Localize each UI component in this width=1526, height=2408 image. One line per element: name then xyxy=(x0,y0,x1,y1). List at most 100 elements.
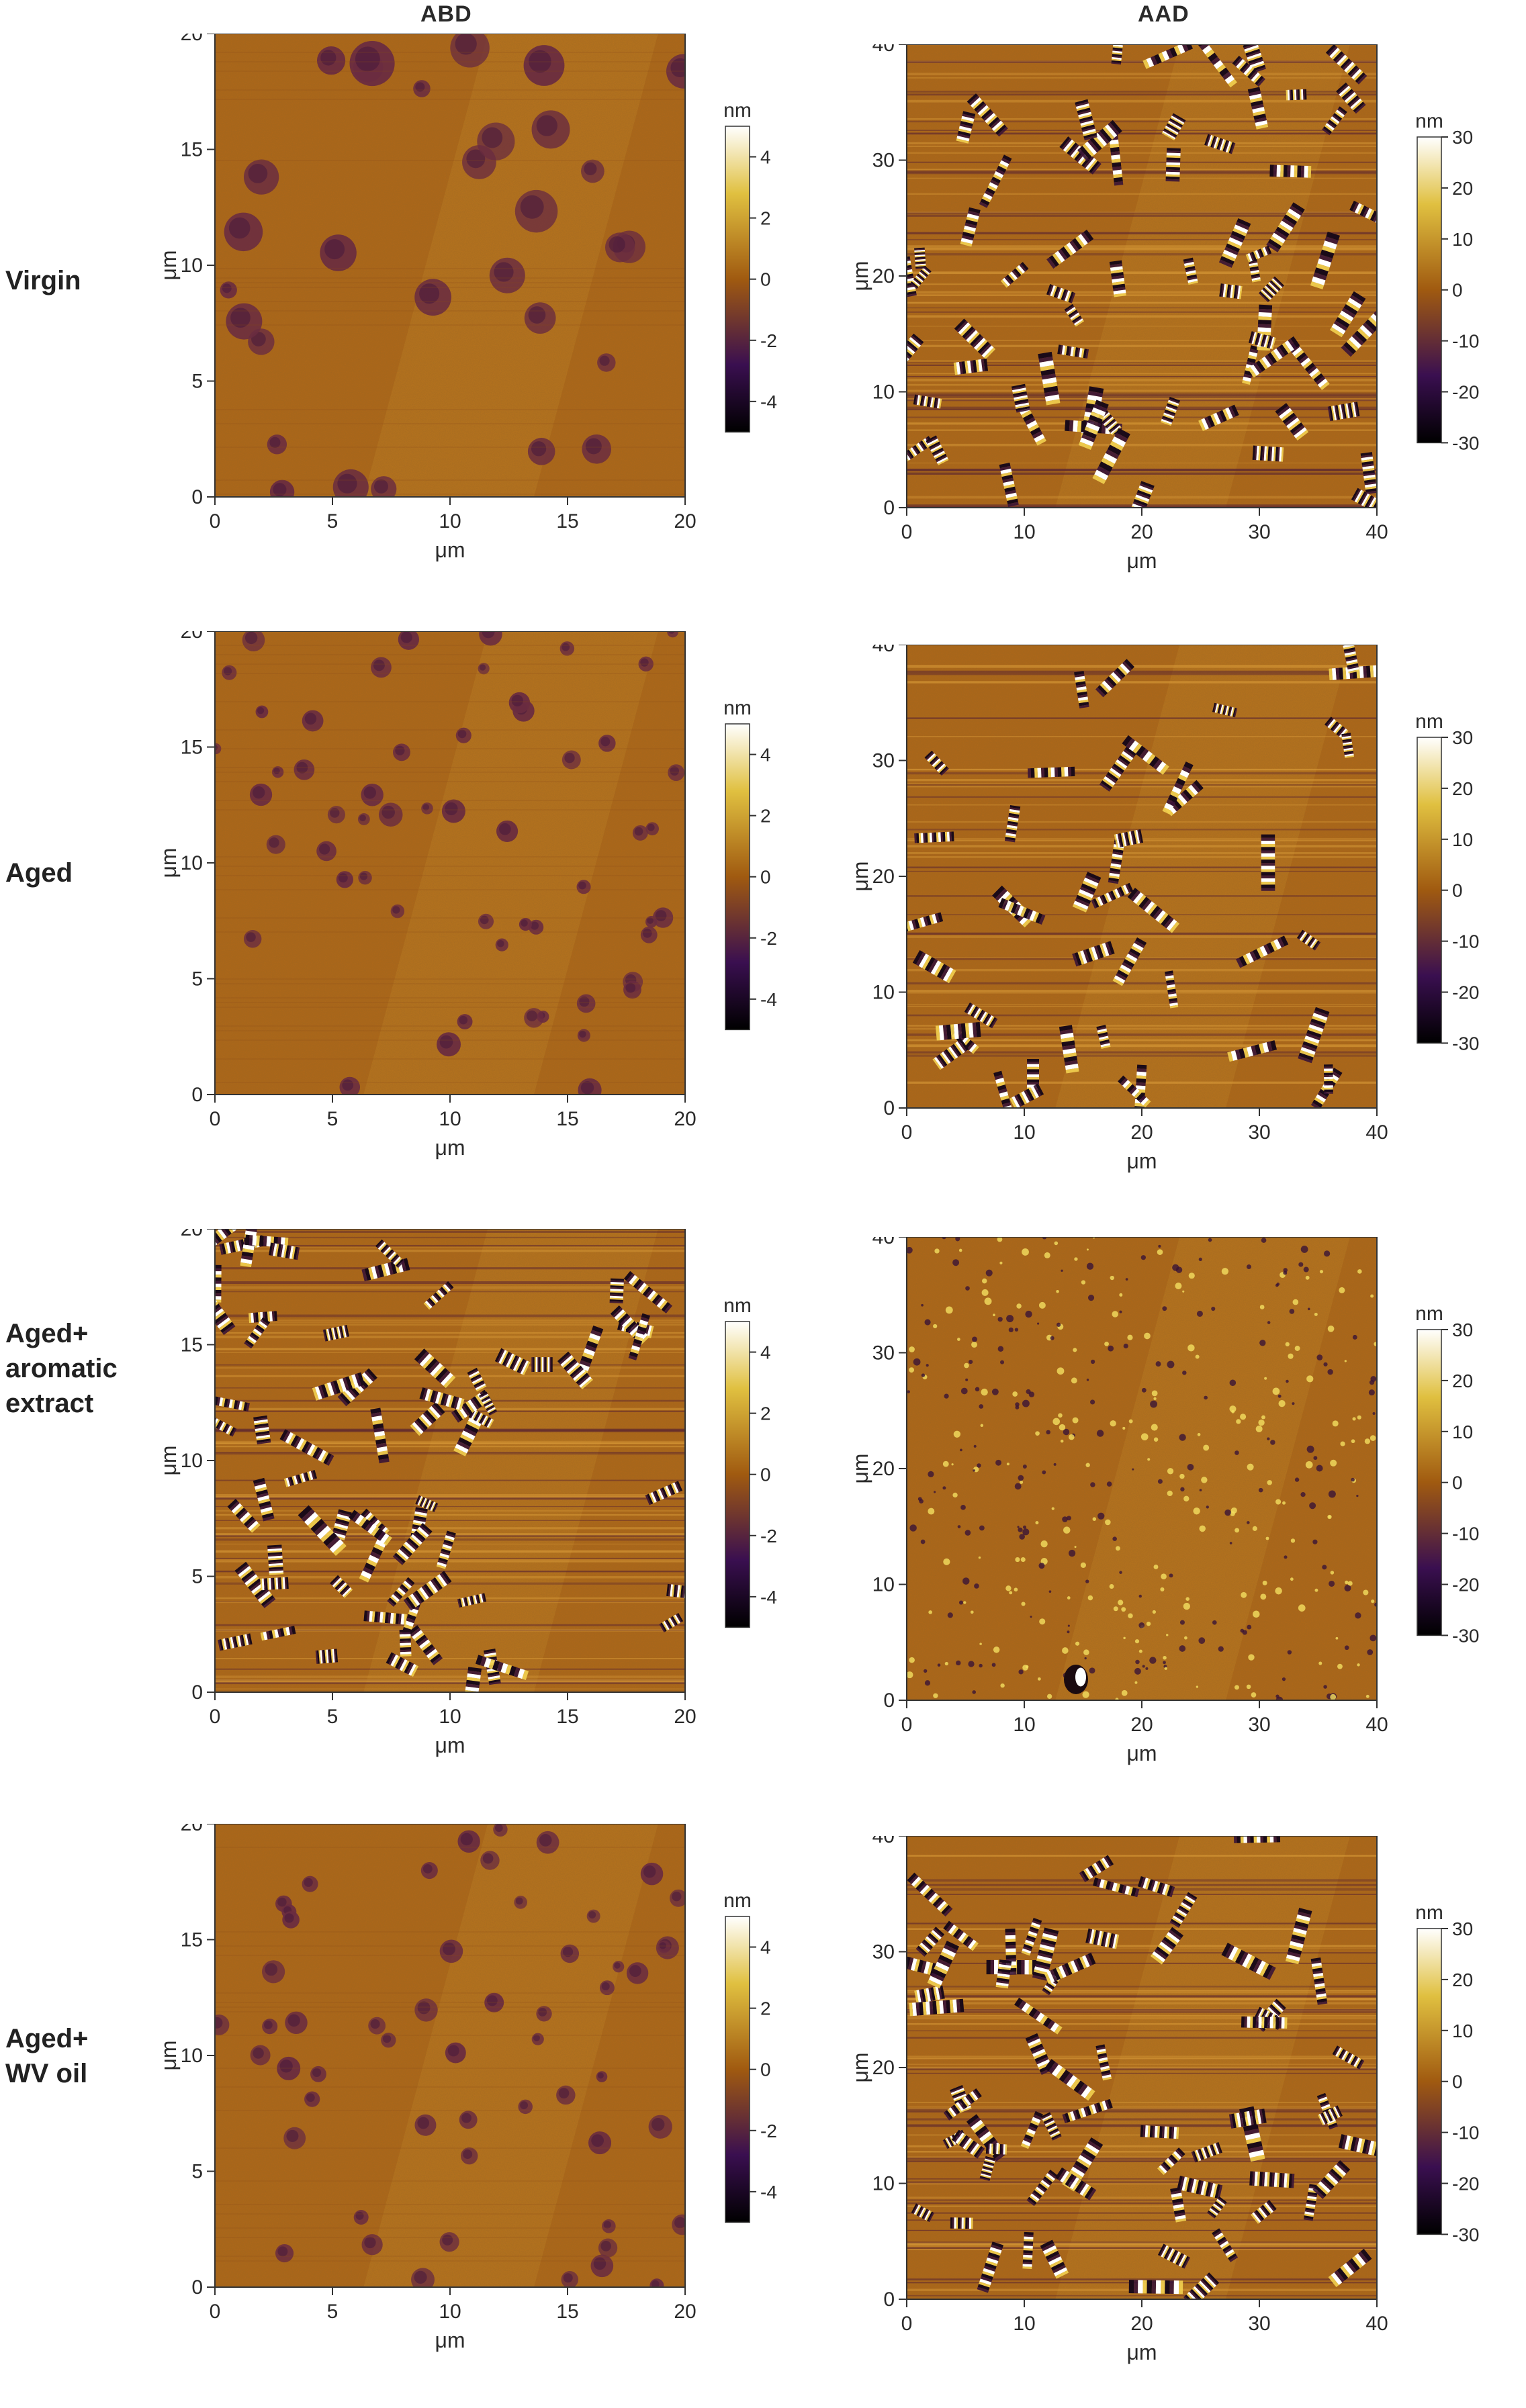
y-tick-label: 20 xyxy=(181,1229,203,1240)
x-tick-label: 10 xyxy=(439,510,461,532)
y-tick-label: 0 xyxy=(191,2276,203,2299)
x-tick-label: 0 xyxy=(210,510,221,532)
y-tick-label: 20 xyxy=(181,34,203,45)
x-tick-label: 15 xyxy=(556,1706,578,1728)
x-tick-label: 30 xyxy=(1248,521,1270,543)
colorbar-unit-label: nm xyxy=(723,1890,752,1912)
row-label-aged: Aged xyxy=(5,855,73,890)
y-tick-label: 10 xyxy=(181,852,203,874)
y-tick-label: 40 xyxy=(872,44,895,56)
x-tick-label: 20 xyxy=(1130,521,1153,543)
afm-panel-aged-abd: 0 0 5 5 10 10 15 15 20 20 μm μm nm 4 2 0 -2 -4 xyxy=(156,620,810,1178)
y-tick-label: 5 xyxy=(191,2161,203,2183)
y-tick-label: 10 xyxy=(181,2045,203,2067)
row-label-line: extract xyxy=(5,1389,94,1418)
row-label-line: Aged xyxy=(5,858,73,888)
x-tick-label: 40 xyxy=(1365,2313,1388,2335)
colorbar-tick-label: -2 xyxy=(760,2121,777,2141)
colorbar-tick-label: 20 xyxy=(1452,778,1473,799)
colorbar-tick-label: 10 xyxy=(1452,229,1473,250)
y-tick-label: 20 xyxy=(872,265,895,287)
colorbar-tick-label: -20 xyxy=(1452,1575,1479,1595)
colorbar-tick-label: 10 xyxy=(1452,829,1473,850)
x-tick-label: 15 xyxy=(556,510,578,532)
y-axis-label: μm xyxy=(161,1445,181,1475)
colorbar-tick-label: -10 xyxy=(1452,1524,1479,1544)
y-tick-label: 10 xyxy=(872,1574,895,1596)
y-tick-label: 5 xyxy=(191,1566,203,1588)
x-tick-label: 10 xyxy=(439,2301,461,2323)
x-axis-label: μm xyxy=(435,538,465,562)
afm-panel-aged-wv-aad: 0 0 10 10 20 20 30 30 40 40 μm μm nm 30 20 10 0 -10 -20 -30 xyxy=(848,1825,1502,2383)
colorbar-tick-label: -2 xyxy=(760,928,777,949)
x-tick-label: 30 xyxy=(1248,2313,1270,2335)
row-label-aged-wv: Aged+ WV oil xyxy=(5,2021,88,2091)
x-tick-label: 20 xyxy=(674,2301,696,2323)
y-tick-label: 0 xyxy=(883,1097,895,1119)
x-tick-label: 20 xyxy=(1130,1714,1153,1736)
row-label-aged-aromatic: Aged+ aromatic extract xyxy=(5,1316,118,1421)
x-tick-label: 20 xyxy=(674,1108,696,1130)
row-label-virgin: Virgin xyxy=(5,263,81,298)
colorbar-tick-label: 0 xyxy=(1452,280,1463,301)
x-tick-label: 0 xyxy=(210,2301,221,2323)
y-tick-label: 5 xyxy=(191,968,203,990)
colorbar-tick-label: 30 xyxy=(1452,1319,1473,1340)
x-tick-label: 0 xyxy=(901,2313,913,2335)
colorbar-tick-label: -10 xyxy=(1452,331,1479,352)
x-axis-label: μm xyxy=(435,2328,465,2352)
colorbar-tick-label: -2 xyxy=(760,1526,777,1546)
afm-panel-aged-wv-abd: 0 0 5 5 10 10 15 15 20 20 μm μm nm 4 2 0 -2 -4 xyxy=(156,1813,810,2371)
colorbar-tick-label: 2 xyxy=(760,806,771,827)
y-tick-label: 30 xyxy=(872,150,895,172)
y-tick-label: 0 xyxy=(883,497,895,519)
x-tick-label: 0 xyxy=(210,1108,221,1130)
y-tick-label: 10 xyxy=(872,381,895,404)
x-tick-label: 10 xyxy=(439,1706,461,1728)
y-tick-label: 30 xyxy=(872,1342,895,1364)
afm-panel-aged-aromatic-aad: 0 0 10 10 20 20 30 30 40 40 μm μm nm 30 20 10 0 -10 -20 -30 xyxy=(848,1226,1502,1784)
y-tick-label: 0 xyxy=(883,2288,895,2311)
colorbar-tick-label: -4 xyxy=(760,1587,777,1608)
colorbar-tick-label: 0 xyxy=(1452,2072,1463,2092)
y-tick-label: 15 xyxy=(181,1929,203,1951)
colorbar-tick-label: 30 xyxy=(1452,727,1473,748)
x-axis-label: μm xyxy=(1126,549,1157,573)
colorbar-tick-label: -30 xyxy=(1452,432,1479,453)
x-tick-label: 10 xyxy=(1013,1714,1035,1736)
colorbar-tick-label: 30 xyxy=(1452,127,1473,148)
x-tick-label: 5 xyxy=(327,1706,339,1728)
x-tick-label: 10 xyxy=(1013,521,1035,543)
colorbar-tick-label: -4 xyxy=(760,989,777,1010)
colorbar-tick-label: 10 xyxy=(1452,2021,1473,2041)
colorbar-tick-label: -30 xyxy=(1452,1033,1479,1054)
colorbar-tick-label: -10 xyxy=(1452,931,1479,952)
colorbar-tick-label: 0 xyxy=(1452,880,1463,901)
x-tick-label: 40 xyxy=(1365,1714,1388,1736)
y-tick-label: 0 xyxy=(191,486,203,508)
y-tick-label: 15 xyxy=(181,139,203,161)
y-tick-label: 15 xyxy=(181,1334,203,1356)
colorbar-tick-label: 10 xyxy=(1452,1422,1473,1442)
x-axis-label: μm xyxy=(435,1136,465,1160)
colorbar-tick-label: 0 xyxy=(760,269,771,290)
colorbar-tick-label: -2 xyxy=(760,330,777,351)
x-tick-label: 20 xyxy=(674,510,696,532)
y-axis-label: μm xyxy=(853,861,872,891)
y-tick-label: 10 xyxy=(872,982,895,1004)
y-axis-label: μm xyxy=(161,2040,181,2070)
x-tick-label: 15 xyxy=(556,2301,578,2323)
colorbar-tick-label: -10 xyxy=(1452,2123,1479,2143)
colorbar-unit-label: nm xyxy=(723,99,752,122)
y-tick-label: 40 xyxy=(872,645,895,656)
x-tick-label: 0 xyxy=(210,1706,221,1728)
column-header-aad: AAD xyxy=(1138,1,1190,27)
colorbar-tick-label: 20 xyxy=(1452,1970,1473,1990)
colorbar-tick-label: 2 xyxy=(760,208,771,229)
colorbar-tick-label: -4 xyxy=(760,2182,777,2203)
colorbar-tick-label: 30 xyxy=(1452,1918,1473,1939)
y-tick-label: 20 xyxy=(872,866,895,888)
